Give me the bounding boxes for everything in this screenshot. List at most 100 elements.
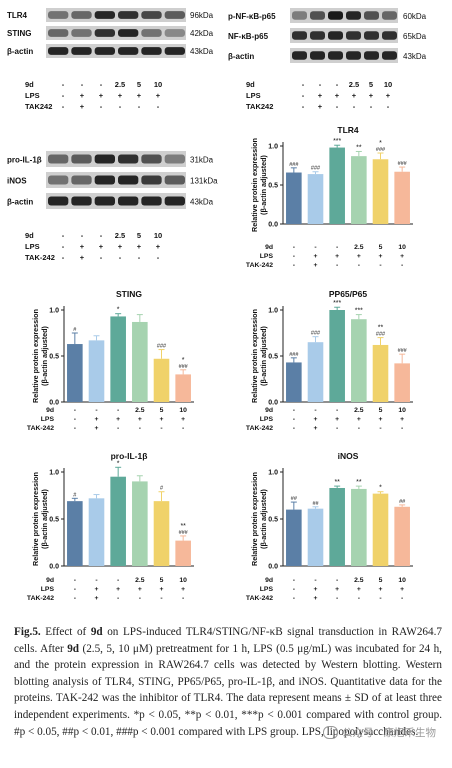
y-axis-label: Relative protein expression: [250, 309, 259, 403]
treatment-label: TAK242: [246, 102, 273, 111]
treatment-value: 2.5: [354, 577, 364, 584]
y-tick-label: 1.0: [49, 308, 59, 315]
blot-band: [71, 196, 92, 206]
blot-row-label: β-actin: [228, 52, 254, 61]
treatment-value: -: [81, 80, 84, 89]
treatment-label: TAK-242: [246, 595, 273, 602]
blot-band: [141, 11, 162, 19]
figure-5: TLR4 96kDa STING 42kDa β-actin 43kDa 9d - - - 2.5 5…: [7, 8, 427, 602]
treatment-value: +: [369, 91, 374, 100]
blot-band: [141, 175, 162, 185]
blot-row-label: NF-κB-p65: [228, 32, 269, 41]
y-tick-label: 1.0: [268, 308, 278, 315]
bar: [153, 358, 170, 402]
treatment-value: 2.5: [354, 244, 364, 251]
significance-hash: ##: [399, 499, 406, 505]
bar-chart: pro-IL-1β Relative protein expression (β-a…: [27, 451, 194, 602]
blot-band: [118, 154, 139, 164]
bar: [175, 540, 191, 566]
treatment-value: -: [336, 80, 339, 89]
treatment-label: 9d: [265, 407, 273, 414]
blot-band: [364, 31, 379, 40]
treatment-value: -: [139, 425, 141, 432]
blot-band: [94, 175, 115, 185]
blot-band: [346, 31, 361, 40]
bar: [286, 362, 302, 402]
treatment-value: +: [400, 586, 404, 593]
treatment-value: +: [137, 242, 142, 251]
treatment-value: +: [181, 416, 185, 423]
treatment-value: 5: [379, 244, 383, 251]
treatment-value: +: [160, 416, 164, 423]
treatment-value: -: [138, 253, 141, 262]
blot-band: [382, 51, 397, 60]
blot-kda-label: 131kDa: [190, 177, 218, 186]
treatment-value: 2.5: [115, 80, 125, 89]
treatment-value: +: [138, 586, 142, 593]
y-axis-label-2: (β-actin adjusted): [259, 488, 268, 549]
bar: [153, 501, 170, 566]
y-tick-label: 0.5: [49, 354, 59, 361]
treatment-label: LPS: [25, 91, 40, 100]
treatment-value: 10: [179, 577, 187, 584]
treatment-value: +: [95, 425, 99, 432]
treatment-value: -: [139, 595, 141, 602]
significance-star: *: [379, 485, 382, 492]
treatment-label: 9d: [265, 244, 273, 251]
treatment-value: +: [400, 253, 404, 260]
blot-band: [118, 47, 139, 55]
treatment-value: +: [379, 253, 383, 260]
treatment-value: -: [401, 595, 403, 602]
bar: [307, 174, 324, 224]
treatment-value: +: [80, 91, 85, 100]
bar: [372, 493, 389, 566]
blot-band: [164, 47, 185, 55]
blot-band: [141, 154, 162, 164]
y-tick-label: 0.0: [49, 564, 59, 571]
treatment-value: -: [379, 262, 381, 269]
treatment-label: TAK242: [25, 102, 52, 111]
significance-hash: ###: [311, 331, 321, 337]
treatment-label: TAK-242: [27, 425, 54, 432]
bar: [351, 488, 367, 566]
treatment-value: -: [62, 242, 65, 251]
blot-band: [292, 11, 307, 20]
bar: [286, 509, 302, 566]
blot-band: [292, 51, 307, 60]
treatment-value: +: [116, 586, 120, 593]
treatment-value: -: [138, 102, 141, 111]
treatment-value: +: [386, 91, 391, 100]
treatment-value: -: [74, 595, 76, 602]
treatment-value: -: [74, 577, 76, 584]
treatment-value: +: [335, 586, 339, 593]
blot-band: [310, 11, 325, 20]
western-blot-panel: p-NF-κB-p65 60kDa NF-κB-p65 65kDa β-actin 43k…: [228, 8, 427, 111]
treatment-value: +: [137, 91, 142, 100]
treatment-value: 2.5: [115, 231, 125, 240]
bar: [110, 316, 126, 402]
treatment-value: +: [318, 91, 323, 100]
treatment-value: +: [379, 416, 383, 423]
bar: [329, 147, 345, 224]
treatment-value: +: [335, 91, 340, 100]
treatment-label: 9d: [265, 577, 273, 584]
y-tick-label: 0.5: [49, 517, 59, 524]
treatment-value: -: [74, 425, 76, 432]
bar-chart: TLR4 Relative protein expression (β-actin …: [246, 125, 413, 269]
blot-row-label: pro-IL-1β: [7, 156, 42, 165]
bar: [351, 156, 367, 224]
treatment-value: 5: [137, 231, 141, 240]
western-blot-panel: TLR4 96kDa STING 42kDa β-actin 43kDa 9d - - - 2.5 5…: [7, 8, 214, 111]
treatment-value: +: [314, 262, 318, 269]
bar: [329, 310, 345, 402]
treatment-value: +: [318, 102, 323, 111]
treatment-value: -: [81, 231, 84, 240]
blot-band: [71, 154, 92, 164]
bar: [351, 319, 367, 402]
treatment-value: -: [370, 102, 373, 111]
treatment-value: +: [314, 586, 318, 593]
bar-chart: iNOS Relative protein expression (β-actin …: [246, 451, 413, 602]
significance-star: *: [182, 357, 185, 364]
treatment-value: -: [62, 80, 65, 89]
significance-hash: ###: [289, 162, 299, 168]
